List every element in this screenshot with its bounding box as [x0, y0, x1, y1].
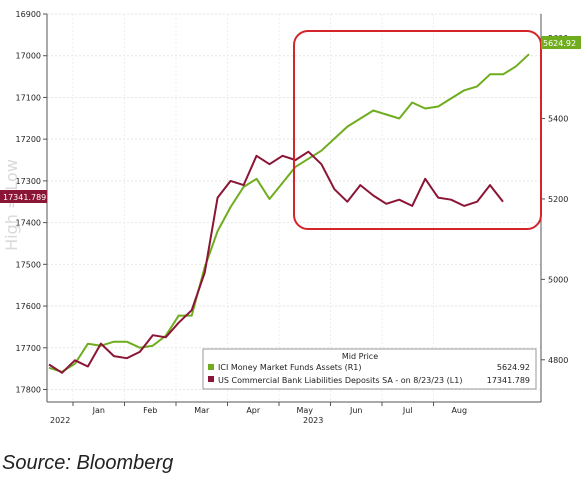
chart: 16900 17000 17100 17200 17300 17400 17500 17600… [0, 10, 581, 425]
series-layer [48, 53, 530, 374]
right-tick-label: 5000 [548, 275, 568, 284]
left-tick-label: 16900 [16, 10, 41, 19]
x-tick-label: May [296, 406, 313, 415]
x-tick-label: Jun [349, 406, 363, 415]
legend-value-red: 17341.789 [487, 376, 530, 385]
legend-swatch-green [208, 364, 214, 370]
left-tick-label: 17700 [16, 344, 41, 353]
year-label-2023: 2023 [303, 416, 323, 425]
x-tick-label: Jan [92, 406, 105, 415]
grid [47, 13, 541, 402]
left-axis-ticks: 16900 17000 17100 17200 17300 17400 17500 17600… [16, 10, 47, 394]
series-line-red [48, 150, 504, 374]
legend-entry-red: US Commercial Bank Liabilities Deposits … [218, 376, 462, 385]
right-tick-label: 5200 [548, 195, 568, 204]
source-note: Source: Bloomberg [2, 452, 174, 474]
right-tick-label: 4800 [548, 356, 568, 365]
left-tick-label: 17800 [16, 385, 41, 394]
left-tick-label: 17000 [16, 52, 41, 61]
right-tick-label: 5400 [548, 115, 568, 124]
legend-entry-green: ICI Money Market Funds Assets (R1) [218, 363, 362, 372]
year-label-2022: 2022 [50, 416, 70, 425]
highlight-box [293, 30, 542, 230]
x-tick-label: Aug [451, 406, 467, 415]
left-tick-label: 17400 [16, 219, 41, 228]
last-value-badge-red: 17341.789 [0, 190, 47, 203]
series-line-green [48, 53, 530, 373]
left-axis-label: High = Low [2, 159, 21, 251]
left-tick-label: 17500 [16, 260, 41, 269]
left-tick-label: 17200 [16, 135, 41, 144]
last-value-badge-green: 5624.92 [541, 36, 581, 49]
x-tick-label: Mar [194, 406, 210, 415]
legend-swatch-red [208, 376, 214, 382]
last-value-red: 17341.789 [3, 193, 46, 202]
x-axis-ticks: Jan Feb Mar Apr May Jun Jul Aug [72, 402, 467, 415]
x-tick-label: Jul [402, 406, 413, 415]
left-tick-label: 17100 [16, 93, 41, 102]
legend: Mid Price ICI Money Market Funds Assets … [202, 348, 537, 390]
left-tick-label: 17300 [16, 177, 41, 186]
left-tick-label: 17600 [16, 302, 41, 311]
legend-value-green: 5624.92 [497, 363, 530, 372]
last-value-green: 5624.92 [543, 39, 576, 48]
legend-title: Mid Price [342, 352, 378, 361]
x-tick-label: Apr [246, 406, 261, 415]
x-tick-label: Feb [143, 406, 157, 415]
